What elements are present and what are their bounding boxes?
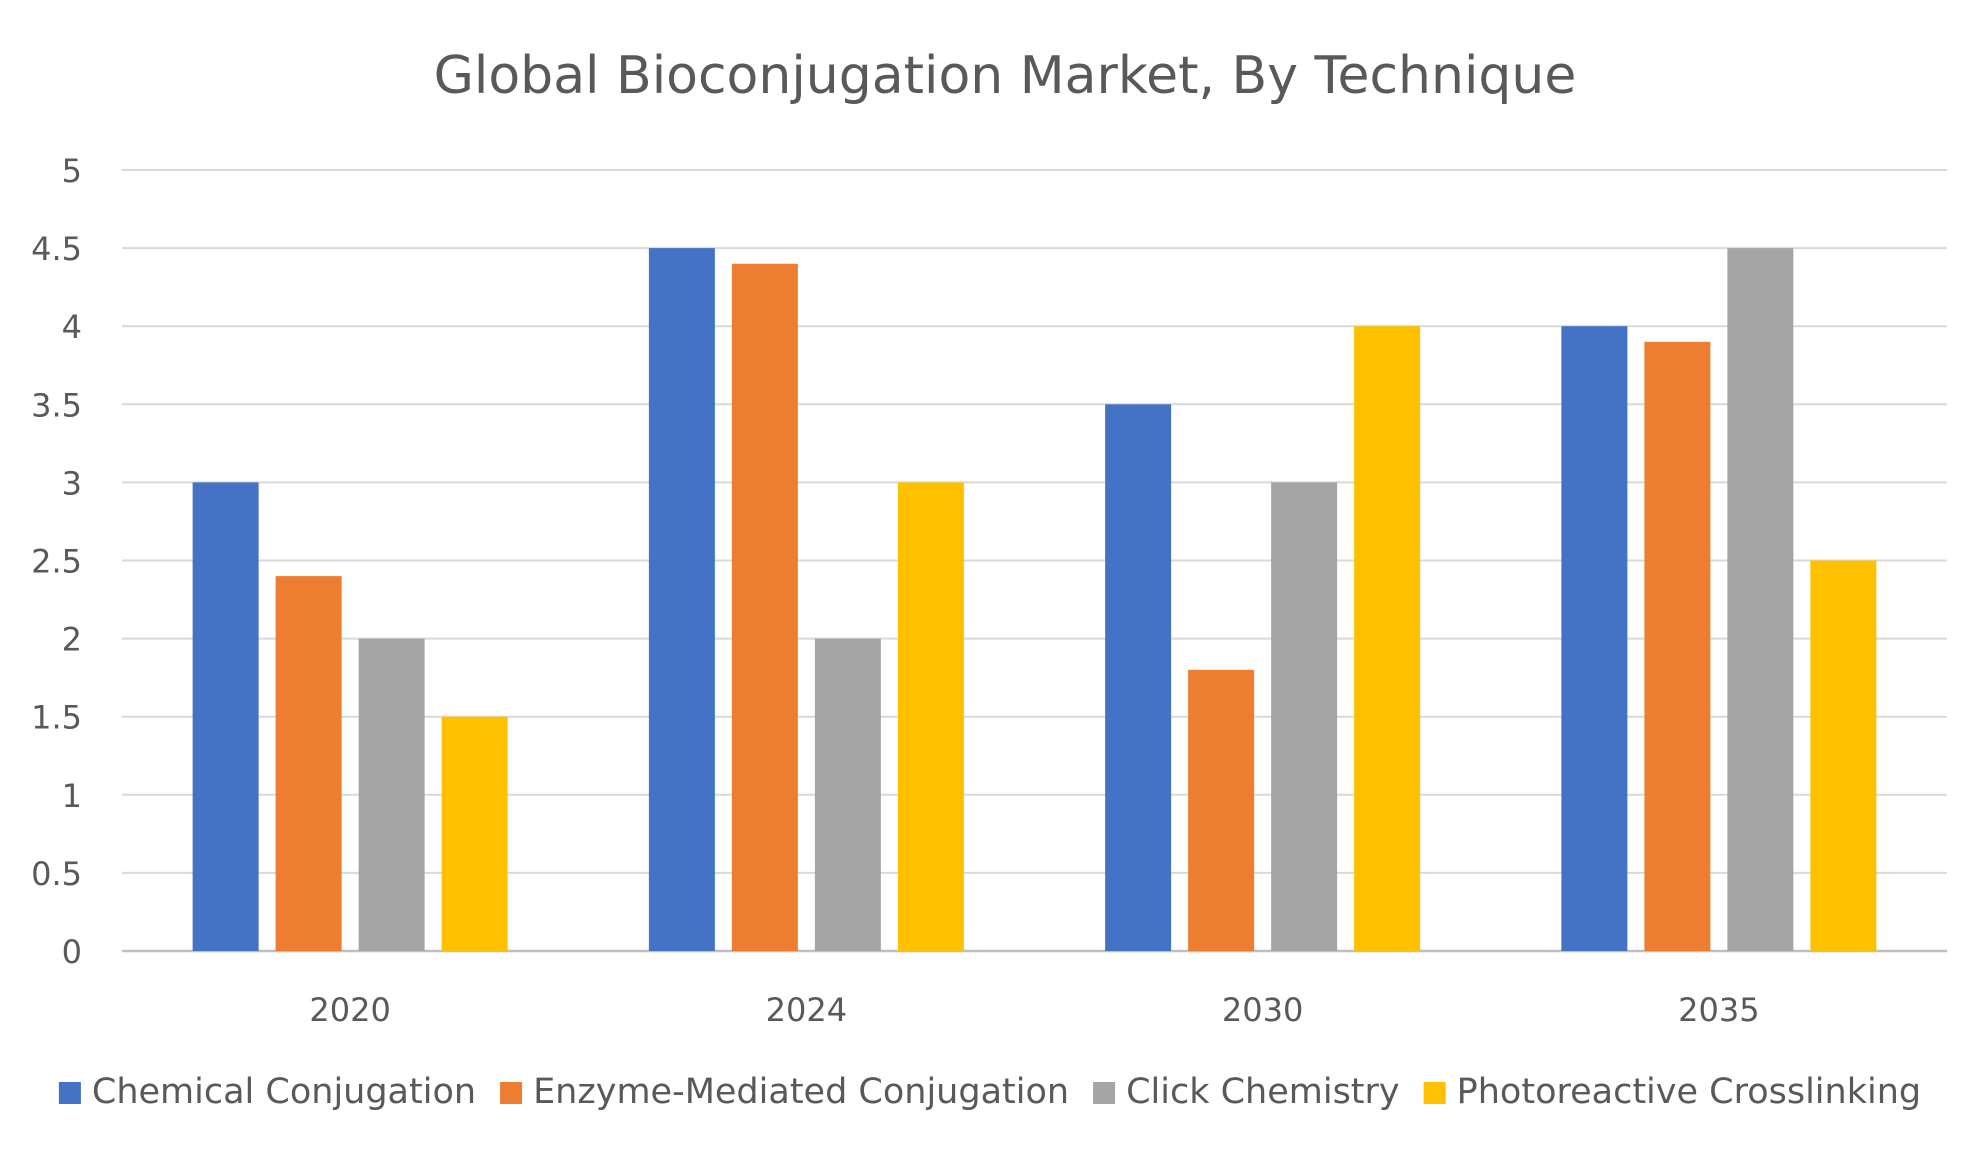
legend-label: Click Chemistry: [1126, 1072, 1400, 1112]
legend-label: Chemical Conjugation: [92, 1072, 476, 1112]
y-tick-label: 2: [62, 621, 82, 659]
bar-chemical-conjugation-2035: [1561, 326, 1628, 951]
bars: [192, 248, 1877, 952]
bar-chemical-conjugation-2024: [648, 248, 715, 952]
y-tick-label: 1.5: [31, 699, 82, 737]
bar-chemical-conjugation-2020: [192, 482, 259, 951]
y-tick-label: 0: [62, 933, 82, 971]
bar-photoreactive-crosslinking-2030: [1354, 326, 1421, 951]
bar-photoreactive-crosslinking-2035: [1810, 560, 1877, 951]
y-tick-label: 3: [62, 464, 82, 502]
bar-click-chemistry-2024: [814, 638, 881, 951]
x-tick-label: 2030: [1222, 991, 1303, 1029]
legend-swatch: [1423, 1082, 1446, 1104]
x-tick-label: 2020: [309, 991, 390, 1029]
bar-enzyme-mediated-conjugation-2024: [731, 263, 798, 952]
chart-title: Global Bioconjugation Market, By Techniq…: [434, 46, 1577, 106]
legend-item-click-chemistry: Click Chemistry: [1093, 1072, 1400, 1112]
gridlines: [122, 169, 1947, 953]
bar-click-chemistry-2020: [358, 638, 425, 951]
bar-enzyme-mediated-conjugation-2020: [275, 576, 342, 951]
x-tick-label: 2035: [1678, 991, 1759, 1029]
legend: Chemical Conjugation Enzyme-Mediated Conj…: [58, 1072, 1921, 1112]
y-tick-label: 5: [62, 152, 82, 190]
bar-photoreactive-crosslinking-2020: [441, 716, 508, 951]
legend-item-chemical-conjugation: Chemical Conjugation: [58, 1072, 476, 1112]
bar-enzyme-mediated-conjugation-2035: [1644, 341, 1711, 951]
x-axis-ticks: 2020 2024 2030 2035: [309, 991, 1759, 1029]
legend-swatch: [1093, 1082, 1116, 1104]
bar-photoreactive-crosslinking-2024: [897, 482, 964, 951]
y-tick-label: 4.5: [31, 230, 82, 268]
bar-enzyme-mediated-conjugation-2030: [1188, 669, 1255, 951]
y-tick-label: 3.5: [31, 386, 82, 424]
legend-swatch: [500, 1082, 523, 1104]
y-tick-label: 0.5: [31, 855, 82, 893]
x-tick-label: 2024: [766, 991, 847, 1029]
y-tick-label: 1: [62, 777, 82, 815]
legend-item-enzyme-mediated-conjugation: Enzyme-Mediated Conjugation: [500, 1072, 1069, 1112]
legend-swatch: [58, 1082, 81, 1104]
bar-click-chemistry-2035: [1727, 248, 1794, 952]
legend-label: Photoreactive Crosslinking: [1457, 1072, 1921, 1112]
y-axis-ticks: 0 0.5 1 1.5 2 2.5 3 3.5 4 4.5 5: [31, 152, 82, 971]
y-tick-label: 4: [62, 308, 82, 346]
bar-click-chemistry-2030: [1271, 482, 1338, 951]
y-tick-label: 2.5: [31, 543, 82, 581]
bar-chemical-conjugation-2030: [1105, 404, 1172, 951]
legend-item-photoreactive-crosslinking: Photoreactive Crosslinking: [1423, 1072, 1921, 1112]
legend-label: Enzyme-Mediated Conjugation: [533, 1072, 1069, 1112]
